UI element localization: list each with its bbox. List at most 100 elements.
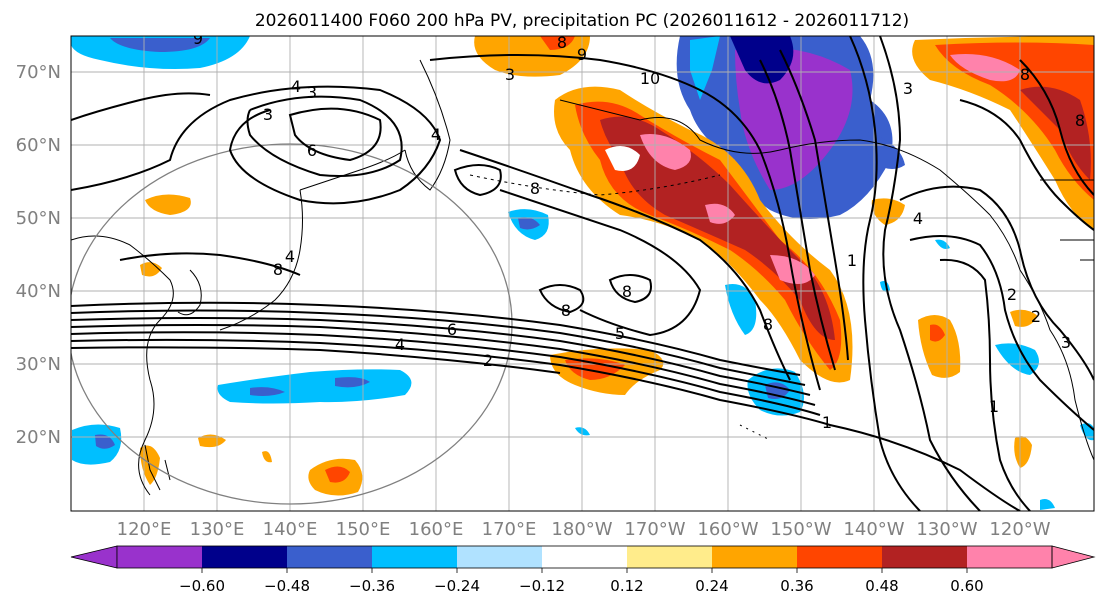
precip-red-northeast — [935, 42, 1094, 200]
precip-positive-blob-2 — [140, 262, 162, 277]
colorbar-bin — [287, 546, 372, 568]
precip-positive-blob-7 — [918, 315, 961, 378]
projection-circle — [71, 143, 513, 505]
contour-label: 8 — [763, 315, 773, 334]
colorbar-bin — [372, 546, 457, 568]
contour-label: 6 — [307, 141, 317, 160]
pv-contour-15 — [879, 36, 981, 511]
colorbar-bin — [882, 546, 967, 568]
contour-label: 1 — [847, 251, 857, 270]
pv-contour-14 — [849, 36, 921, 511]
precip-positive-blob-10 — [1014, 436, 1032, 468]
contour-label: 9 — [193, 29, 203, 48]
pv-contour-22 — [119, 252, 301, 276]
pv-contour-18 — [939, 258, 1031, 511]
lon-label: 180°W — [551, 519, 612, 540]
precip-pink-bering-1 — [640, 134, 691, 170]
precip-positive-blob-4 — [198, 434, 226, 448]
precip-negative-blob-2 — [725, 284, 757, 335]
lon-label: 120°E — [117, 519, 172, 540]
colorbar-tick-marks — [201, 568, 968, 573]
pv-contours — [71, 36, 1094, 511]
precip-blue-top-left — [110, 38, 210, 52]
colorbar-bin — [967, 546, 1052, 568]
colorbar-tick-label: 0.48 — [865, 577, 898, 595]
precip-pink-bering-2 — [705, 203, 735, 224]
colorbar-tick-label: −0.60 — [179, 577, 225, 595]
colorbar-tick-label: 0.24 — [695, 577, 728, 595]
lat-label: 30°N — [16, 354, 61, 375]
precip-red-blob-7 — [930, 324, 945, 342]
contour-label: 3 — [1061, 333, 1071, 352]
precip-blue-subtropical-band-1 — [250, 387, 285, 396]
contour-label: 8 — [557, 33, 567, 52]
precip-positive-blob-9 — [1010, 309, 1038, 327]
pv-contour-9 — [246, 95, 403, 177]
precip-negative-blob-4 — [995, 343, 1039, 375]
pv-contour-1 — [71, 301, 801, 376]
colorbar-bin — [542, 546, 627, 568]
colorbar: −0.60 −0.48 −0.36 −0.24 −0.12 0.12 0.24 … — [70, 545, 1096, 595]
lon-label: 140°W — [843, 519, 904, 540]
contour-label: 4 — [291, 77, 301, 96]
contour-label: 4 — [431, 125, 441, 144]
precip-blue-blob-1 — [518, 217, 540, 230]
colorbar-tick-labels: −0.60 −0.48 −0.36 −0.24 −0.12 0.12 0.24 … — [179, 577, 984, 595]
lon-label: 160°E — [409, 519, 464, 540]
colorbar-tick-label: −0.36 — [349, 577, 395, 595]
precip-darkred-northeast — [1020, 86, 1091, 180]
pv-contour-6 — [71, 338, 1021, 511]
pv-contour-10 — [288, 107, 382, 162]
lon-label: 150°E — [336, 519, 391, 540]
colorbar-bin — [712, 546, 797, 568]
map-area: 4 3 3 3 4 6 8 8 9 9 10 8 8 8 8 6 5 4 2 1… — [71, 29, 1094, 511]
pv-contour-26 — [759, 59, 836, 371]
coast-bc — [1040, 179, 1094, 261]
lon-label: 140°E — [263, 519, 318, 540]
pv-contour-19 — [959, 99, 1094, 231]
pv-contour-20 — [1019, 59, 1094, 196]
contour-label: 8 — [622, 282, 632, 301]
contour-label: 9 — [577, 45, 587, 64]
contour-label: 8 — [273, 260, 283, 279]
colorbar-frame — [116, 545, 1053, 569]
lon-label: 160°W — [697, 519, 758, 540]
precip-white-hole-bering — [605, 146, 640, 171]
pv-contour-24 — [538, 284, 585, 314]
precip-positive-blob-5 — [140, 445, 160, 485]
contour-label: 4 — [395, 335, 405, 354]
contour-label: 10 — [640, 69, 660, 88]
contour-label: 2 — [1031, 307, 1041, 326]
precip-positive-blob-1 — [145, 194, 191, 215]
precip-blue-blob-5 — [95, 434, 115, 449]
map-frame — [70, 35, 1095, 512]
pv-contour-16 — [899, 185, 1094, 381]
lon-label: 130°W — [916, 519, 977, 540]
coast-kamchatka — [404, 59, 451, 191]
contour-label: 2 — [1007, 285, 1017, 304]
pv-contour-25 — [608, 274, 652, 304]
precip-negative-blob-10 — [1040, 499, 1055, 510]
precip-positive-blob-6 — [262, 451, 272, 463]
precip-red-blob-3 — [325, 466, 350, 483]
colorbar-tick-label: 0.60 — [950, 577, 983, 595]
coast-aleutians — [469, 174, 721, 196]
lat-label: 60°N — [16, 135, 61, 156]
lat-label: 40°N — [16, 281, 61, 302]
colorbar-tick-label: −0.12 — [519, 577, 565, 595]
precip-pink-northeast — [950, 54, 1020, 82]
pv-contour-3 — [71, 317, 811, 396]
colorbar-tick-label: −0.24 — [434, 577, 480, 595]
pv-contour-17 — [909, 235, 1094, 431]
latitude-labels: 70°N 60°N 50°N 40°N 30°N 20°N — [16, 62, 61, 448]
precip-light-blue-gulf — [690, 36, 720, 100]
contour-labels: 4 3 3 3 4 6 8 8 9 9 10 8 8 8 8 6 5 4 2 1… — [193, 29, 1085, 432]
pv-contour-13 — [499, 189, 702, 337]
coast-philippines — [144, 444, 171, 491]
contour-label: 4 — [285, 247, 295, 266]
contour-label: 8 — [561, 301, 571, 320]
map-title: 2026011400 F060 200 hPa PV, precipitatio… — [255, 11, 909, 31]
lon-label: 130°E — [190, 519, 245, 540]
colorbar-bin — [457, 546, 542, 568]
colorbar-tick-label: 0.12 — [610, 577, 643, 595]
